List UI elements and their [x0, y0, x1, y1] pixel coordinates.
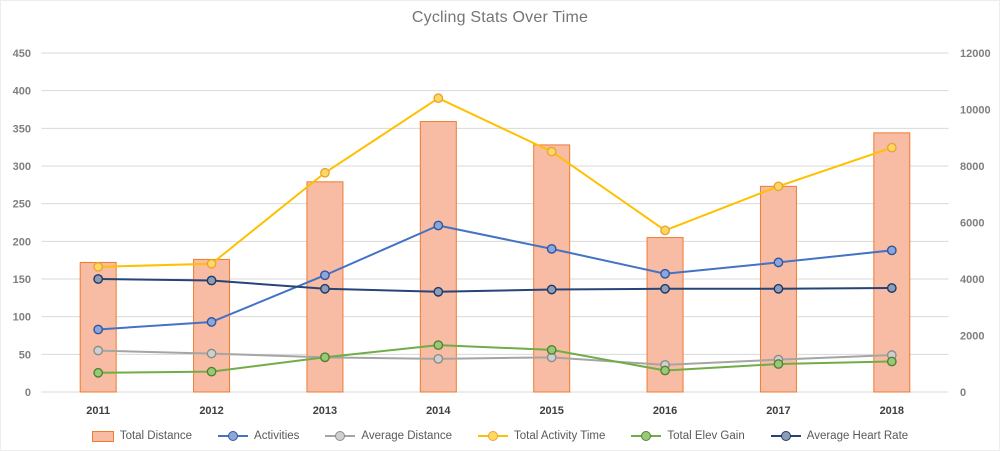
marker-total-elev-gain[interactable] — [773, 359, 784, 369]
legend-marker-dot — [487, 431, 498, 441]
marker-activities[interactable] — [660, 268, 670, 279]
marker-total-elev-gain[interactable] — [433, 340, 444, 351]
x-axis-category-label: 2016 — [653, 405, 677, 417]
marker-total-activity-time[interactable] — [773, 181, 784, 192]
legend-line-swatch — [477, 431, 508, 441]
left-axis-tick-label: 400 — [13, 86, 31, 98]
marker-total-activity-time[interactable] — [433, 93, 444, 104]
line-total-elev-gain — [98, 344, 892, 374]
left-axis-tick-label: 100 — [13, 312, 31, 324]
marker-activities[interactable] — [206, 317, 217, 327]
marker-total-activity-time[interactable] — [546, 146, 557, 157]
marker-total-activity-time[interactable] — [320, 167, 330, 178]
legend-line-swatch — [631, 431, 662, 441]
legend-marker-dot — [780, 431, 791, 441]
legend-marker-dot — [228, 431, 239, 441]
bar-total-distance[interactable] — [419, 121, 457, 393]
marker-average-heart-rate[interactable] — [206, 275, 217, 286]
marker-total-elev-gain[interactable] — [546, 345, 557, 355]
left-axis-tick-label: 50 — [19, 349, 31, 361]
x-axis-category-label: 2012 — [199, 405, 223, 417]
line-activities — [98, 224, 892, 331]
legend-line-swatch — [770, 431, 801, 441]
legend-label: Total Activity Time — [513, 430, 606, 442]
legend-item-activities[interactable]: Activities — [218, 430, 299, 442]
left-axis-tick-label: 200 — [13, 236, 31, 248]
marker-average-heart-rate[interactable] — [546, 284, 557, 295]
marker-total-elev-gain[interactable] — [93, 367, 104, 378]
marker-average-distance[interactable] — [433, 353, 444, 364]
chart-legend: Total Distance Activities Average Distance… — [1, 427, 999, 445]
marker-total-activity-time[interactable] — [93, 261, 104, 272]
marker-activities[interactable] — [320, 270, 330, 281]
right-axis-tick-label: 0 — [960, 387, 966, 399]
legend-item-total-distance[interactable]: Total Distance — [91, 430, 193, 442]
legend-label: Activities — [254, 430, 300, 442]
line-total-activity-time — [98, 97, 893, 268]
legend-item-total-activity-time[interactable]: Total Activity Time — [477, 430, 606, 442]
x-axis-category-label: 2015 — [539, 405, 563, 417]
marker-total-activity-time[interactable] — [886, 142, 897, 153]
marker-average-distance[interactable] — [206, 348, 217, 359]
marker-total-activity-time[interactable] — [206, 258, 217, 269]
legend-marker-dot — [641, 431, 652, 441]
x-axis-category-label: 2013 — [313, 405, 337, 417]
left-axis-tick-label: 450 — [13, 48, 31, 60]
marker-total-elev-gain[interactable] — [886, 356, 897, 367]
marker-total-elev-gain[interactable] — [660, 365, 670, 376]
marker-average-distance[interactable] — [93, 345, 104, 356]
marker-activities[interactable] — [773, 257, 784, 268]
marker-activities[interactable] — [546, 243, 557, 254]
chart-title: Cycling Stats Over Time — [411, 9, 589, 26]
marker-activities[interactable] — [433, 220, 444, 231]
left-axis-tick-label: 300 — [13, 161, 31, 173]
x-axis-category-label: 2014 — [426, 405, 451, 417]
right-axis-tick-label: 4000 — [960, 274, 984, 286]
x-axis-category-label: 2017 — [766, 405, 790, 417]
left-axis-tick-label: 150 — [13, 274, 31, 286]
legend-label: Total Elev Gain — [667, 430, 745, 442]
marker-average-heart-rate[interactable] — [433, 286, 444, 297]
marker-average-heart-rate[interactable] — [320, 283, 330, 294]
legend-item-total-elev-gain[interactable]: Total Elev Gain — [631, 430, 745, 442]
legend-label: Average Heart Rate — [806, 430, 909, 442]
legend-marker-dot — [335, 431, 346, 441]
marker-total-activity-time[interactable] — [660, 225, 670, 236]
marker-activities[interactable] — [886, 245, 897, 256]
legend-label: Total Distance — [119, 430, 193, 442]
left-axis-tick-label: 0 — [25, 387, 31, 399]
marker-average-heart-rate[interactable] — [773, 283, 784, 294]
line-average-heart-rate — [98, 278, 892, 293]
marker-average-heart-rate[interactable] — [886, 283, 897, 293]
legend-line-swatch — [325, 431, 356, 441]
marker-total-elev-gain[interactable] — [320, 352, 330, 363]
right-axis-tick-label: 12000 — [960, 48, 991, 60]
x-axis-category-label: 2018 — [880, 405, 904, 417]
marker-average-heart-rate[interactable] — [93, 274, 104, 284]
legend-bar-swatch — [91, 430, 114, 442]
marker-activities[interactable] — [93, 324, 104, 335]
right-axis-tick-label: 8000 — [960, 161, 984, 173]
left-axis-tick-label: 250 — [13, 199, 31, 211]
marker-total-elev-gain[interactable] — [206, 366, 217, 377]
legend-label: Average Distance — [361, 430, 452, 442]
x-axis-category-label: 2011 — [86, 405, 110, 417]
right-axis-tick-label: 10000 — [960, 105, 991, 117]
legend-item-average-distance[interactable]: Average Distance — [325, 430, 452, 442]
line-average-distance — [98, 349, 892, 366]
left-axis-tick-label: 350 — [13, 123, 31, 135]
legend-line-swatch — [218, 431, 249, 441]
marker-average-heart-rate[interactable] — [660, 283, 670, 294]
legend-item-average-heart-rate[interactable]: Average Heart Rate — [770, 430, 909, 442]
right-axis-tick-label: 6000 — [960, 218, 984, 230]
right-axis-tick-label: 2000 — [960, 331, 984, 343]
bar-total-distance[interactable] — [873, 132, 911, 393]
